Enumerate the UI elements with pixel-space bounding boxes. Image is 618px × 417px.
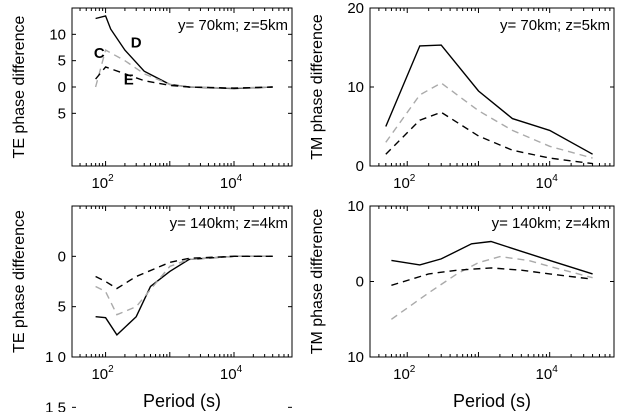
- x-tick-label: 102: [91, 364, 114, 383]
- panel-annotation: y= 140km; z=4km: [492, 215, 610, 232]
- series-line-1: [95, 255, 273, 336]
- series-line-2: [95, 255, 273, 316]
- y-axis-label: TM phase difference: [309, 14, 326, 160]
- y-tick-label: 0: [356, 158, 364, 175]
- x-tick-label: 104: [220, 173, 243, 192]
- y-tick-label: 20: [347, 0, 364, 17]
- y-axis-label: TE phase difference: [11, 15, 28, 158]
- y-axis-label: TE phase difference: [11, 210, 28, 353]
- series-line-1: [385, 44, 593, 155]
- curve-label: D: [131, 35, 142, 52]
- y-tick-label: 10: [49, 26, 66, 43]
- y-tick-label: 5: [58, 53, 66, 70]
- panel-annotation: y= 70km; z=5km: [500, 17, 610, 34]
- curve-label: C: [94, 45, 105, 62]
- x-tick-label: 104: [536, 364, 559, 383]
- panel-4: 10 0 10 102 104 TM phase difference Period (s)…: [309, 198, 615, 411]
- y-tick-label: 1 0: [45, 349, 66, 366]
- series-line-2: [94, 49, 273, 89]
- x-tick-label: 102: [393, 364, 416, 383]
- series-line-3: [95, 66, 273, 89]
- plot-frame: [71, 205, 293, 358]
- series-line-3: [391, 267, 593, 286]
- y-tick-label: 0: [58, 248, 66, 265]
- panel-annotation: y= 140km; z=4km: [170, 215, 288, 232]
- curve-label: E: [124, 71, 134, 88]
- y-tick-label: 5: [58, 299, 66, 316]
- y-axis-label: TM phase difference: [309, 209, 326, 355]
- y-tick-label: 0: [58, 79, 66, 96]
- y-tick-label: 10: [347, 79, 364, 96]
- series-line-2: [385, 82, 593, 159]
- panel-1: 10 5 0 5 102 104 TE phase difference y= 70km; z…: [11, 7, 293, 192]
- x-tick-label: 102: [393, 173, 416, 192]
- y-tick-label: 0: [356, 274, 364, 291]
- y-tick-label: 10: [347, 349, 364, 366]
- x-tick-label: 104: [220, 364, 243, 383]
- x-axis-label: Period (s): [143, 391, 221, 411]
- y-tick-label: 10: [347, 198, 364, 215]
- series-line-3: [95, 255, 273, 290]
- series-line-1: [391, 240, 593, 275]
- x-tick-label: 102: [91, 173, 114, 192]
- x-axis-label: Period (s): [453, 391, 531, 411]
- series-line-2: [390, 255, 593, 320]
- y-tick-label: 5: [58, 105, 66, 122]
- x-tick-label: 104: [536, 173, 559, 192]
- y-tick-label: 1 5: [45, 399, 66, 412]
- series-line-3: [385, 111, 593, 165]
- panel-annotation: y= 70km; z=5km: [178, 17, 288, 34]
